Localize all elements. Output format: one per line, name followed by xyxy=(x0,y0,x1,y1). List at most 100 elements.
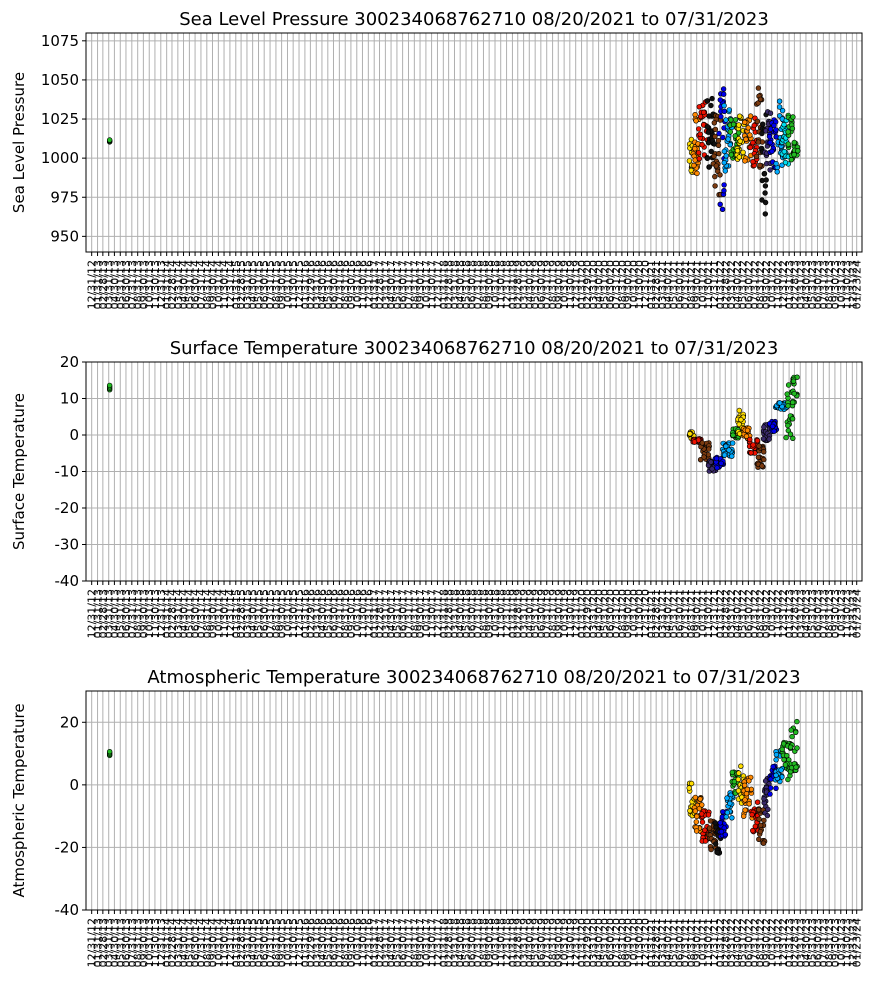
data-point xyxy=(773,160,779,167)
x-tick-label: 06/30/18 xyxy=(466,918,479,967)
x-tick-label: 08/31/20 xyxy=(616,260,629,309)
data-point xyxy=(788,727,794,733)
data-point xyxy=(761,817,767,824)
x-tick-label: 10/31/20 xyxy=(627,260,640,309)
x-tick-label: 03/31/20 xyxy=(587,260,600,309)
chart-title: Sea Level Pressure 300234068762710 08/20… xyxy=(179,9,769,30)
x-tick-label: 12/31/14 xyxy=(224,918,237,967)
x-tick-label: 07/31/23 xyxy=(817,918,830,967)
x-tick-label: 09/30/19 xyxy=(552,260,565,309)
y-tick-label: -10 xyxy=(55,463,80,481)
data-segment-15 xyxy=(783,382,796,441)
data-point xyxy=(767,126,774,132)
data-point xyxy=(773,785,779,791)
data-point xyxy=(740,813,747,819)
data-point xyxy=(735,788,742,794)
data-point xyxy=(729,440,736,446)
data-point xyxy=(737,138,743,144)
data-point xyxy=(789,416,796,422)
x-tick-label: 11/30/17 xyxy=(426,260,439,309)
x-tick-label: 02/28/14 xyxy=(166,918,179,967)
x-tick-label: 02/28/23 xyxy=(788,260,801,309)
x-tick-label: 08/31/14 xyxy=(201,260,214,309)
x-tick-label: 12/31/19 xyxy=(570,589,583,638)
x-tick-label: 03/31/13 xyxy=(103,589,116,638)
x-tick-label: 09/30/15 xyxy=(276,589,289,638)
x-tick-label: 08/31/19 xyxy=(547,918,560,967)
data-point xyxy=(711,120,717,126)
data-point xyxy=(760,436,767,442)
x-tick-label: 10/31/15 xyxy=(281,589,294,638)
x-tick-label: 02/28/17 xyxy=(374,918,387,967)
x-tick-label: 05/31/20 xyxy=(598,260,611,309)
x-tick-label: 05/31/13 xyxy=(114,918,127,967)
x-tick-label: 04/30/20 xyxy=(593,918,606,967)
data-point xyxy=(773,757,779,763)
x-tick-label: 01/31/15 xyxy=(230,918,243,967)
data-segment-13 xyxy=(758,111,769,217)
data-point xyxy=(747,436,753,443)
x-tick-label: 09/30/15 xyxy=(276,918,289,967)
x-tick-label: 02/28/15 xyxy=(235,918,248,967)
data-point xyxy=(729,453,735,459)
data-point xyxy=(726,447,732,453)
data-point xyxy=(735,776,741,783)
y-axis: -40 -30 -20 -10 0 10 20 xyxy=(55,353,862,590)
data-point xyxy=(713,163,719,169)
x-tick-label: 05/31/14 xyxy=(183,260,196,309)
data-point xyxy=(771,428,777,434)
x-tick-label: 09/30/23 xyxy=(829,589,842,638)
x-tick-label: 01/31/16 xyxy=(299,260,312,309)
x-tick-label: 05/31/18 xyxy=(460,589,473,638)
x-tick-label: 05/31/14 xyxy=(183,918,196,967)
data-point xyxy=(767,791,773,797)
x-tick-label: 12/31/21 xyxy=(708,589,721,638)
x-tick-label: 07/31/16 xyxy=(333,918,346,967)
x-tick-label: 07/31/20 xyxy=(610,260,623,309)
data-point xyxy=(728,117,734,123)
x-tick-label: 08/31/21 xyxy=(685,918,698,967)
y-axis: -40 -20 0 20 xyxy=(55,713,862,919)
x-tick-label: 06/30/20 xyxy=(604,589,617,638)
data-point xyxy=(744,427,751,434)
x-tick-label: 09/30/14 xyxy=(206,589,219,638)
x-tick-label: 07/31/15 xyxy=(264,918,277,967)
x-tick-label: 01/31/22 xyxy=(714,260,727,309)
x-tick-label: 11/30/16 xyxy=(356,589,369,638)
data-point xyxy=(793,764,799,770)
x-tick-label: 10/31/18 xyxy=(489,918,502,967)
data-point xyxy=(781,121,787,128)
x-tick-label: 12/31/12 xyxy=(86,260,99,309)
x-tick-label: 05/31/17 xyxy=(391,589,404,638)
data-point xyxy=(791,151,797,158)
x-tick-label: 04/30/22 xyxy=(731,918,744,967)
x-tick-label: 02/28/13 xyxy=(97,918,110,967)
x-tick-label: 08/31/19 xyxy=(547,260,560,309)
x-tick-label: 04/30/16 xyxy=(316,589,329,638)
x-tick-label: 11/30/22 xyxy=(771,589,784,638)
x-tick-label: 02/28/18 xyxy=(443,918,456,967)
x-tick-label: 06/30/22 xyxy=(742,918,755,967)
x-tick-label: 10/31/21 xyxy=(697,260,710,309)
data-point xyxy=(730,121,737,128)
data-point xyxy=(717,97,723,103)
data-point xyxy=(696,156,702,162)
x-tick-label: 02/28/13 xyxy=(97,589,110,638)
x-tick-label: 08/31/21 xyxy=(685,589,698,638)
data-point xyxy=(716,130,722,137)
data-point xyxy=(762,183,769,189)
chart-title: Surface Temperature 300234068762710 08/2… xyxy=(170,338,779,359)
data-point xyxy=(728,152,734,158)
data-point xyxy=(723,117,729,123)
data-point xyxy=(767,139,773,146)
x-tick-label: 04/30/13 xyxy=(108,260,121,309)
x-tick-label: 02/28/15 xyxy=(235,589,248,638)
data-point xyxy=(714,465,720,471)
x-tick-label: 01/31/13 xyxy=(92,589,105,638)
data-point xyxy=(716,151,722,157)
x-tick-label: 12/31/21 xyxy=(708,918,721,967)
data-point xyxy=(743,433,750,439)
data-point xyxy=(755,85,762,91)
data-point xyxy=(791,139,797,146)
x-tick-label: 06/30/16 xyxy=(327,918,340,967)
